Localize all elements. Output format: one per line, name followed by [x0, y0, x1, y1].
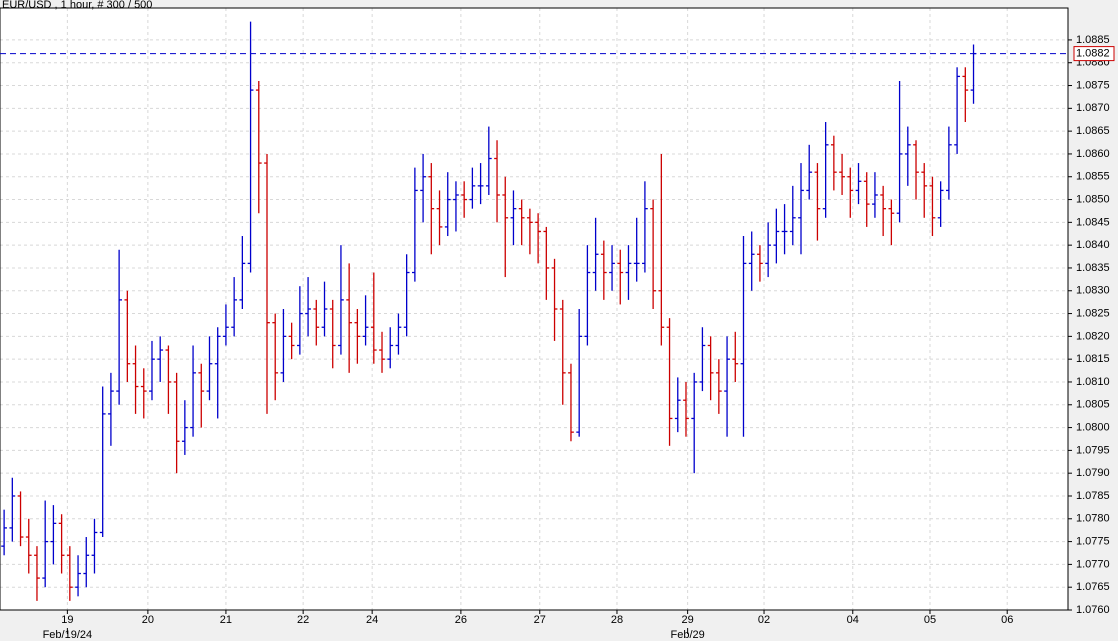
y-tick-label: 1.0820: [1076, 330, 1110, 342]
chart-title: EUR/USD , 1 hour, # 300 / 500: [2, 0, 152, 11]
y-tick-label: 1.0840: [1076, 239, 1110, 251]
y-tick-label: 1.0805: [1076, 399, 1110, 411]
y-tick-label: 1.0815: [1076, 353, 1110, 365]
y-tick-label: 1.0830: [1076, 285, 1110, 297]
x-tick-label: 24: [366, 614, 378, 626]
x-tick-label: 26: [455, 614, 467, 626]
x-tick-label: 22: [297, 614, 309, 626]
x-tick-label: 06: [1001, 614, 1013, 626]
y-tick-label: 1.0875: [1076, 79, 1110, 91]
x-tick-label: 27: [534, 614, 546, 626]
y-tick-label: 1.0885: [1076, 34, 1110, 46]
y-tick-label: 1.0825: [1076, 307, 1110, 319]
y-tick-label: 1.0850: [1076, 193, 1110, 205]
y-tick-label: 1.0865: [1076, 125, 1110, 137]
y-tick-label: 1.0780: [1076, 513, 1110, 525]
y-tick-label: 1.0765: [1076, 581, 1110, 593]
y-tick-label: 1.0845: [1076, 216, 1110, 228]
x-tick-label: 21: [220, 614, 232, 626]
x-tick-label: 02: [758, 614, 770, 626]
y-tick-label: 1.0870: [1076, 102, 1110, 114]
last-price-box: [1073, 46, 1115, 62]
x-tick-label: 19: [61, 614, 73, 626]
x-tick-label: 05: [924, 614, 936, 626]
y-tick-label: 1.0800: [1076, 421, 1110, 433]
y-tick-label: 1.0835: [1076, 262, 1110, 274]
x-tick-label: 28: [611, 614, 623, 626]
y-tick-label: 1.0760: [1076, 604, 1110, 616]
last-price-label: 1.0882: [1076, 48, 1110, 60]
plot-border: [0, 7, 1069, 611]
y-tick-label: 1.0810: [1076, 376, 1110, 388]
x-secondary-label: Feb/29: [671, 629, 705, 641]
y-tick-label: 1.0775: [1076, 535, 1110, 547]
x-tick-label: 29: [682, 614, 694, 626]
y-tick-label: 1.0770: [1076, 558, 1110, 570]
x-tick-label: 20: [142, 614, 154, 626]
x-tick-label: 04: [847, 614, 859, 626]
y-tick-label: 1.0790: [1076, 467, 1110, 479]
y-tick-label: 1.0860: [1076, 148, 1110, 160]
y-tick-label: 1.0795: [1076, 444, 1110, 456]
y-tick-label: 1.0855: [1076, 171, 1110, 183]
y-tick-label: 1.0785: [1076, 490, 1110, 502]
x-secondary-label: Feb/19/24: [43, 629, 93, 641]
plot-area: [0, 8, 1068, 610]
